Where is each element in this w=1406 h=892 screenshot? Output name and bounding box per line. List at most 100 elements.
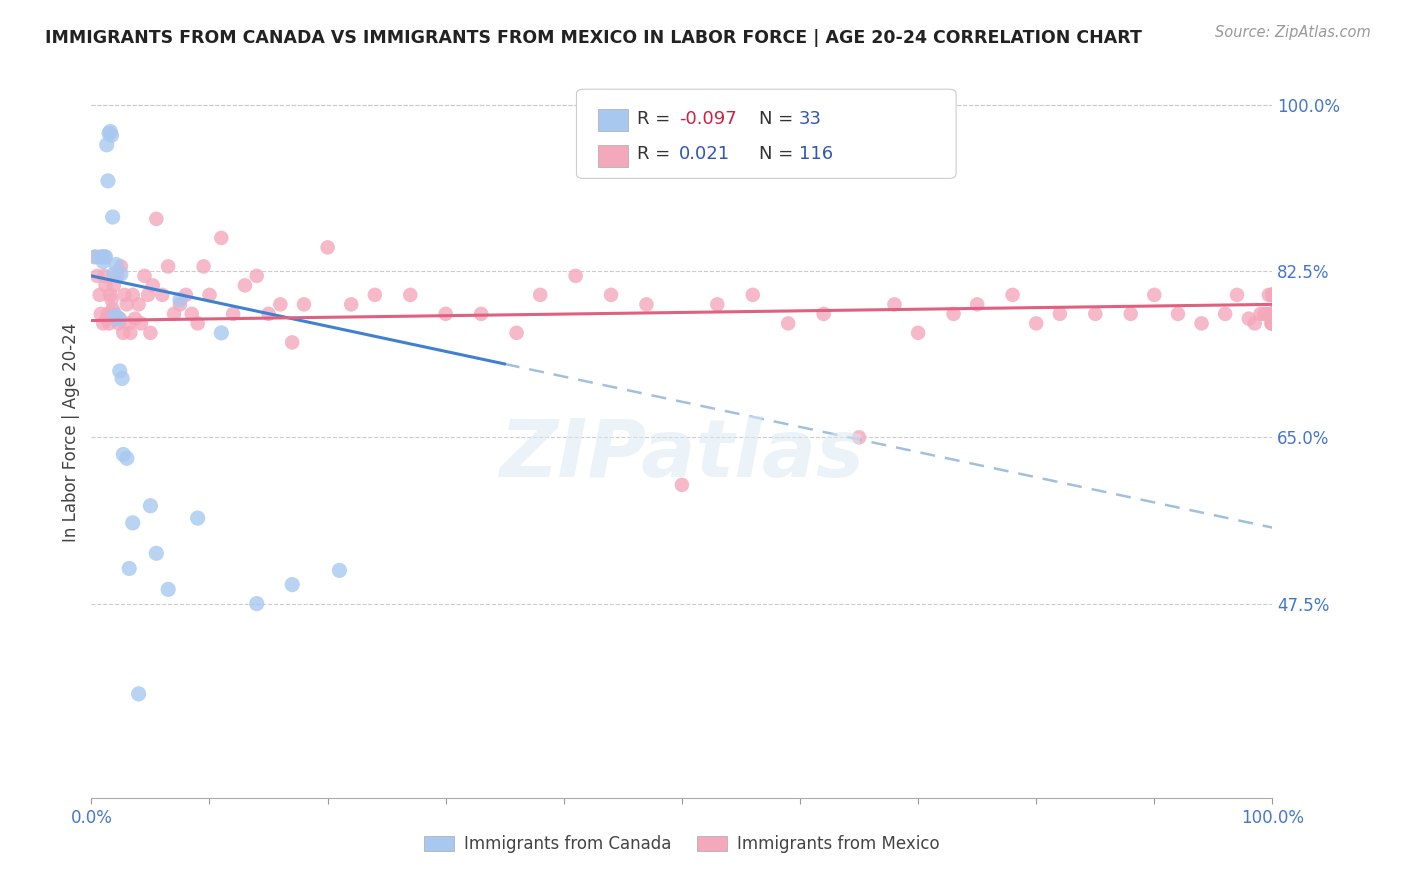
Point [1261, 317, 1284, 331]
Point [129, 317, 152, 331]
Point [364, 288, 387, 302]
Point [118, 561, 141, 575]
Point [104, 309, 127, 323]
Point [100, 293, 122, 307]
Point [84, 250, 107, 264]
Text: -0.097: -0.097 [679, 110, 737, 128]
Point [209, 231, 232, 245]
Point [636, 297, 658, 311]
Point [150, 288, 173, 302]
Point [907, 326, 929, 340]
Text: 0.021: 0.021 [679, 145, 730, 163]
Point [115, 451, 138, 466]
Text: R =: R = [637, 145, 676, 163]
Point [120, 326, 142, 340]
Point [778, 317, 800, 331]
Point [1261, 307, 1284, 321]
Point [104, 307, 127, 321]
Point [1243, 317, 1265, 331]
Point [107, 317, 129, 331]
Point [1261, 288, 1284, 302]
Point [103, 278, 125, 293]
Point [1261, 307, 1284, 321]
Point [1261, 288, 1284, 302]
Point [142, 278, 165, 293]
Point [1258, 307, 1281, 321]
Point [103, 267, 125, 281]
Point [128, 297, 150, 311]
Point [1261, 317, 1284, 331]
Point [114, 288, 136, 302]
Point [98, 124, 121, 138]
Point [174, 288, 197, 302]
Point [100, 128, 122, 143]
Text: 33: 33 [799, 110, 821, 128]
Point [94, 250, 117, 264]
Point [93, 250, 115, 264]
Point [883, 297, 905, 311]
Point [139, 326, 162, 340]
Point [84, 250, 107, 264]
Point [246, 268, 269, 283]
Point [118, 317, 141, 331]
Point [163, 307, 186, 321]
Point [96, 137, 118, 152]
Point [281, 577, 304, 591]
Point [1253, 307, 1275, 321]
Point [1250, 307, 1272, 321]
Point [157, 582, 180, 597]
Point [121, 288, 143, 302]
Point [86, 268, 108, 283]
Point [316, 240, 339, 254]
Point [93, 268, 115, 283]
Point [1256, 307, 1278, 321]
Point [741, 288, 763, 302]
Point [110, 260, 132, 274]
Point [112, 447, 135, 461]
Point [1261, 307, 1284, 321]
Point [246, 597, 269, 611]
Point [1261, 307, 1284, 321]
Point [233, 278, 256, 293]
Point [169, 297, 191, 311]
Point [1261, 307, 1284, 321]
Point [1049, 307, 1071, 321]
Point [108, 311, 131, 326]
Point [1167, 307, 1189, 321]
Point [180, 307, 202, 321]
Point [105, 311, 128, 326]
Point [108, 364, 131, 378]
Point [1213, 307, 1236, 321]
Point [139, 499, 162, 513]
Point [96, 311, 118, 326]
Point [91, 317, 114, 331]
Point [97, 174, 120, 188]
Point [1025, 317, 1047, 331]
Point [269, 297, 291, 311]
Point [112, 326, 135, 340]
Point [966, 297, 988, 311]
Point [98, 317, 121, 331]
Text: 116: 116 [799, 145, 832, 163]
Y-axis label: In Labor Force | Age 20-24: In Labor Force | Age 20-24 [62, 323, 80, 542]
Point [187, 511, 209, 525]
Point [1261, 307, 1284, 321]
Point [145, 211, 167, 226]
Point [1260, 317, 1282, 331]
Point [1237, 311, 1260, 326]
Point [90, 307, 112, 321]
Point [115, 297, 138, 311]
Point [1261, 288, 1284, 302]
Point [97, 307, 120, 321]
Point [101, 210, 124, 224]
Point [281, 335, 304, 350]
Point [1257, 288, 1279, 302]
Point [1261, 288, 1284, 302]
Point [193, 260, 215, 274]
Point [1261, 317, 1284, 331]
Point [134, 268, 156, 283]
Point [89, 288, 111, 302]
Point [209, 326, 232, 340]
Point [1119, 307, 1142, 321]
Point [1261, 307, 1284, 321]
